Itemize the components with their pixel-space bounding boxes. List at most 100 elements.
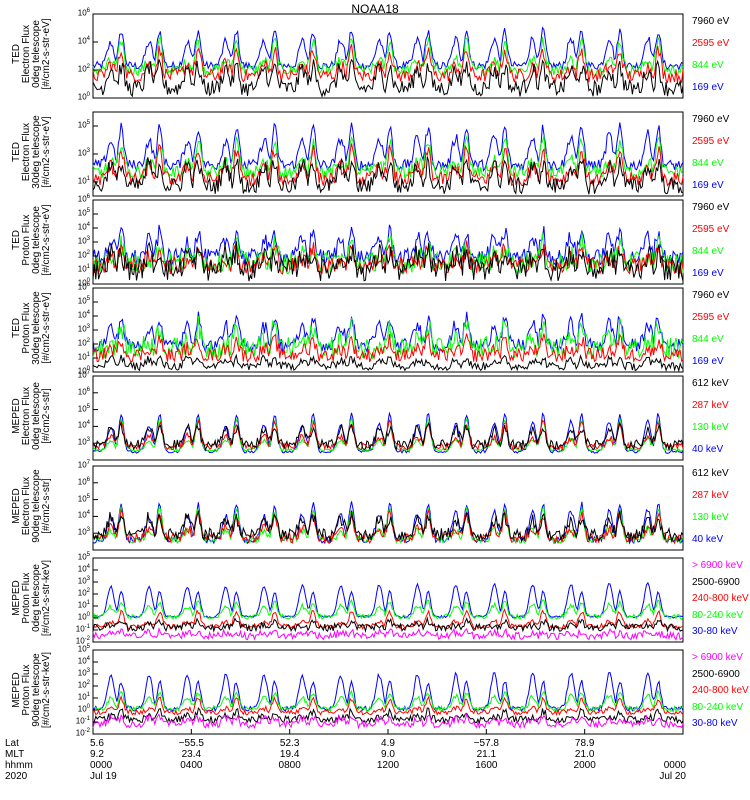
legend-entry-5-3: 40 keV — [692, 534, 724, 545]
ytick-base: 10 — [77, 460, 87, 470]
legend-entry-5-1: 287 keV — [692, 490, 729, 501]
ytick-label-6-4: 102 — [68, 588, 90, 598]
legend-entry-0-0: 7960 eV — [692, 16, 730, 27]
xtick-lat-4: −57.8 — [473, 738, 499, 749]
ytick-label-5-0: 103 — [68, 527, 90, 537]
ytick-label-2-2: 102 — [68, 250, 90, 260]
ytick-base: 10 — [77, 264, 87, 274]
ytick-exp: 5 — [86, 493, 90, 500]
ytick-label-2-3: 103 — [68, 236, 90, 246]
ytick-exp: 3 — [86, 148, 90, 154]
xtick-hhmm-6: 0000 — [663, 760, 686, 771]
legend-entry-1-2: 844 eV — [692, 158, 724, 169]
xtick-mlt-3: 9.0 — [381, 749, 395, 760]
ytick-base: 10 — [77, 36, 87, 46]
series-line-2-0 — [92, 241, 684, 283]
series-line-7-3 — [92, 689, 684, 713]
ytick-label-2-6: 106 — [68, 194, 90, 204]
legend-entry-3-0: 7960 eV — [692, 290, 730, 301]
xtick-lat-3: 4.9 — [381, 738, 395, 749]
ytick-label-3-3: 103 — [68, 324, 90, 334]
xtick-lat-5: 78.9 — [574, 738, 595, 749]
ytick-base: 10 — [77, 564, 87, 574]
ytick-exp: 6 — [86, 386, 90, 393]
legend-entry-5-2: 130 keV — [692, 512, 729, 523]
ytick-base: 10 — [77, 477, 87, 487]
ytick-exp: 5 — [86, 296, 90, 302]
ytick-base: 10 — [77, 352, 87, 362]
ytick-exp: 6 — [86, 476, 90, 483]
ytick-base: 10 — [77, 680, 87, 690]
ytick-base: 10 — [77, 552, 87, 562]
ytick-base: 10 — [77, 644, 87, 654]
ytick-label-2-5: 105 — [68, 208, 90, 218]
ytick-exp: 2 — [86, 680, 90, 686]
ytick-base: 10 — [77, 236, 87, 246]
series-line-4-0 — [92, 421, 684, 452]
legend-entry-6-1: 2500-6900 — [692, 576, 740, 588]
series-line-6-0 — [92, 626, 684, 641]
ytick-base: 10 — [75, 716, 85, 726]
ytick-exp: 1 — [86, 692, 90, 698]
ytick-base: 10 — [77, 64, 87, 74]
ytick-base: 10 — [77, 148, 87, 158]
xtick-hhmm-3: 1200 — [376, 760, 400, 771]
series-line-6-3 — [92, 598, 684, 621]
series-line-3-3 — [92, 311, 684, 354]
ytick-label-3-2: 102 — [68, 338, 90, 348]
ytick-label-0-0: 100 — [68, 92, 90, 102]
ytick-label-5-1: 104 — [68, 510, 90, 520]
series-line-2-3 — [92, 224, 684, 267]
ytick-label-2-4: 104 — [68, 222, 90, 232]
ytick-exp: 2 — [86, 250, 90, 256]
ytick-exp: 4 — [86, 420, 90, 427]
legend-entry-7-3: 80-240 keV — [692, 701, 744, 713]
ytick-base: 10 — [77, 511, 87, 521]
ytick-exp: 6 — [86, 8, 90, 14]
ytick-label-7-5: 103 — [68, 668, 90, 678]
series-line-2-2 — [92, 232, 684, 275]
ytick-label-3-6: 106 — [68, 282, 90, 292]
ytick-label-7-3: 101 — [68, 692, 90, 702]
ytick-base: 10 — [77, 494, 87, 504]
xtick-lat-2: 52.3 — [279, 738, 300, 749]
ytick-label-7-7: 105 — [68, 644, 90, 654]
ytick-label-7-6: 104 — [68, 656, 90, 666]
ytick-exp: 3 — [86, 437, 90, 444]
xtick-lat-1: −55.5 — [178, 738, 204, 749]
ytick-base: 10 — [77, 8, 87, 18]
ytick-label-6-7: 105 — [68, 552, 90, 562]
series-line-1-3 — [92, 122, 684, 173]
ytick-label-2-1: 101 — [68, 264, 90, 274]
ytick-base: 10 — [77, 296, 87, 306]
ytick-exp: 0 — [86, 704, 90, 710]
xrow-label-2: hhmm — [5, 760, 33, 771]
xtick-lat-0: 5.6 — [90, 738, 104, 749]
ytick-base: 10 — [77, 222, 87, 232]
legend-entry-3-2: 844 eV — [692, 334, 724, 345]
ytick-label-1-2: 105 — [68, 120, 90, 130]
ytick-base: 10 — [77, 576, 87, 586]
series-line-3-1 — [92, 332, 684, 364]
ytick-base: 10 — [75, 636, 85, 646]
legend-entry-6-2: 240-800 keV — [692, 593, 749, 604]
ytick-label-0-3: 106 — [68, 8, 90, 18]
ytick-label-3-5: 105 — [68, 296, 90, 306]
series-line-6-1 — [92, 616, 684, 633]
ytick-base: 10 — [77, 120, 87, 130]
xtick-extra-0: Jul 19 — [90, 771, 117, 782]
legend-entry-6-3: 80-240 keV — [692, 609, 744, 621]
ytick-label-4-2: 105 — [68, 404, 90, 414]
ytick-exp: 6 — [86, 282, 90, 288]
legend-entry-0-2: 844 eV — [692, 60, 724, 71]
ytick-exp: 1 — [86, 352, 90, 358]
ytick-base: 10 — [77, 282, 87, 292]
ytick-exp: 0 — [86, 92, 90, 98]
xtick-hhmm-0: 0000 — [90, 760, 113, 771]
ytick-base: 10 — [77, 600, 87, 610]
series-line-3-0 — [92, 353, 684, 373]
series-line-6-2 — [92, 608, 684, 630]
ytick-label-7-1: 10-1 — [68, 716, 90, 726]
ytick-label-3-1: 101 — [68, 352, 90, 362]
